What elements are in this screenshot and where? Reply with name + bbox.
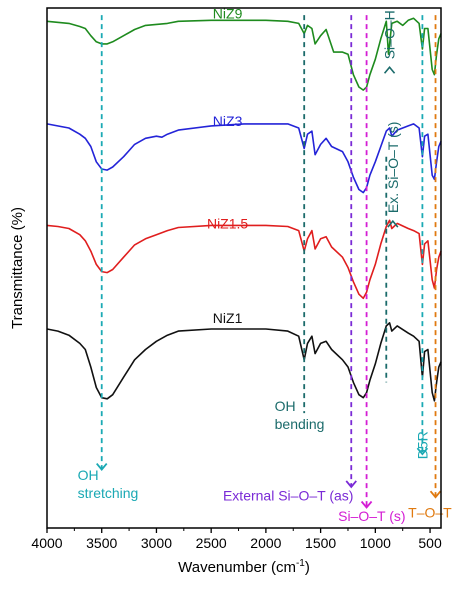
x-tick-label: 2000: [250, 535, 281, 551]
band-label: T–O–T: [408, 505, 452, 521]
series-label: NiZ1: [213, 310, 243, 326]
plot-frame: [46, 7, 442, 529]
series-line-niz1: [46, 322, 442, 402]
guide-arrow-icon: [96, 462, 108, 471]
rotated-band-label: Ex. Si–O–T (s): [385, 122, 401, 214]
guide-arrow-icon: [345, 480, 357, 489]
x-tick-label: 3500: [86, 535, 117, 551]
y-axis-label: Transmittance (%): [9, 207, 26, 329]
rotated-band-label: Si–O–H: [382, 10, 398, 59]
series-label: NiZ1.5: [207, 216, 248, 232]
label-arrow-icon: [383, 66, 396, 74]
labels-layer: NiZ9 NiZ3 NiZ1.5 NiZ1 OH stretching OH bending E…: [78, 5, 453, 524]
x-tick-label: 1000: [360, 535, 391, 551]
series-line-niz1-5: [46, 219, 442, 300]
band-label: External Si–O–T (as): [223, 487, 353, 503]
x-tick-label: 1500: [305, 535, 336, 551]
series-label: NiZ3: [213, 113, 243, 129]
series-line-niz3: [46, 123, 442, 194]
guide-arrow-icon: [416, 447, 429, 456]
guide-arrow-icon: [429, 490, 442, 499]
x-tick-label: 500: [418, 535, 442, 551]
band-label: bending: [275, 416, 325, 432]
band-label: OH: [78, 467, 99, 483]
rotated-band-label: D5R: [414, 431, 430, 459]
x-tick-label: 4000: [31, 535, 62, 551]
x-tick-label: 2500: [196, 535, 227, 551]
x-tick-label: 3000: [141, 535, 172, 551]
guide-arrow-icon: [360, 500, 373, 509]
x-axis-label: Wavenumber (cm-1): [178, 558, 310, 576]
label-arrow-icon: [387, 219, 399, 228]
band-label: Si–O–T (s): [338, 508, 405, 524]
series-line-niz9: [46, 17, 442, 91]
series-layer: [46, 17, 442, 402]
band-label: stretching: [78, 485, 139, 501]
x-axis: 4000 3500 3000 2500 2000 1500 1000 500: [31, 528, 442, 551]
series-label: NiZ9: [213, 5, 243, 21]
guides-layer: [96, 15, 442, 509]
band-label: OH: [275, 398, 296, 414]
